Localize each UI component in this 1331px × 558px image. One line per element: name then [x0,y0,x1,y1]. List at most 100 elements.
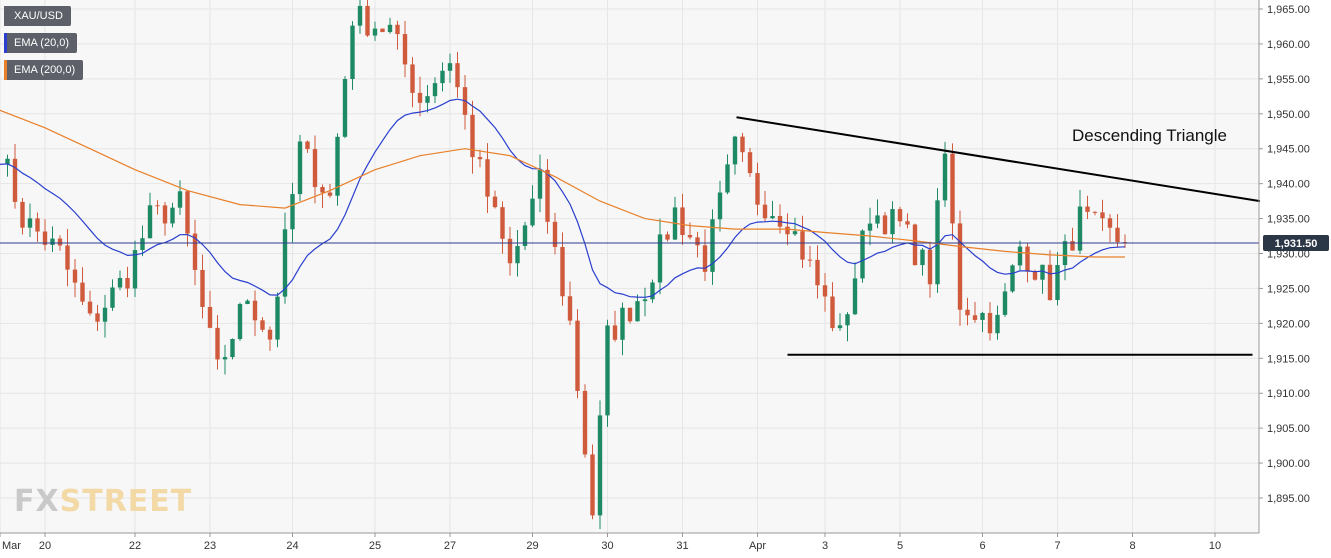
candle [80,267,85,305]
candle [155,200,160,215]
candle [335,133,340,206]
candle [357,0,363,34]
candle [125,266,130,298]
resistance-trendline[interactable] [736,116,1261,203]
candle [597,400,603,530]
candle [245,299,250,305]
candle [1085,195,1090,220]
candle [620,302,625,356]
legend-ema-slow[interactable]: EMA (200,0) [4,60,84,80]
candle [755,162,760,216]
current-price-tag [1263,235,1329,252]
x-tick-label: 25 [369,540,381,552]
candle [305,140,310,153]
x-tick-label: 27 [444,540,456,552]
x-tick-label: 5 [897,540,903,552]
triangle-label: Descending Triangle [1072,126,1227,145]
candle [995,305,1000,340]
candle [140,225,145,257]
candle [800,215,805,269]
candle [552,212,558,255]
candle [222,344,228,375]
candle [792,217,798,236]
candle [1040,264,1045,294]
candle [507,226,513,276]
candle [935,188,940,293]
candle [762,191,768,223]
candle [875,199,880,229]
chart-grid [0,0,1259,533]
candle [470,100,475,174]
fxstreet-logo: FXSTREET [14,484,192,519]
candle [42,219,48,251]
candle [110,279,115,311]
candle [425,85,430,113]
candle [1002,283,1008,317]
candle [200,254,205,319]
candle [1010,264,1015,293]
candle [177,180,183,215]
candle [522,221,528,250]
candle [882,212,888,235]
candle [590,444,595,520]
candle [635,294,640,322]
candle [312,135,318,204]
candle [702,229,708,282]
candle [950,143,955,240]
candle [627,307,633,324]
candle [35,212,40,242]
indicator-lines [0,98,1259,298]
candle [770,200,775,220]
candle [815,245,820,299]
candle [545,159,550,234]
legend-ema-fast[interactable]: EMA (20,0) [4,33,78,53]
candle [117,270,123,291]
candle [485,143,490,213]
candle [275,292,280,348]
candle [1062,234,1068,281]
y-tick-label: 1,920.00 [1267,318,1310,330]
candle [65,228,70,287]
y-tick-label: 1,905.00 [1267,423,1310,435]
candle [695,231,700,258]
candle [1025,243,1030,283]
candle [50,226,55,252]
legend-symbol[interactable]: XAU/USD [4,6,71,26]
candle [320,184,325,209]
candle [1115,214,1120,248]
candle [20,197,25,235]
candle [1047,250,1053,301]
candle [432,77,438,103]
candle [927,241,933,298]
ema-fast-swatch [4,33,7,53]
candle [680,193,685,245]
candle [132,240,138,297]
candle [440,62,445,92]
x-tick-label: Mar [2,540,21,552]
candle [920,248,925,276]
candle [942,141,948,207]
x-tick-label: 22 [129,540,141,552]
candle [260,317,265,332]
candle [455,52,460,98]
candle [342,76,348,139]
candle [410,57,415,108]
candle [1092,211,1098,216]
candle [717,180,723,232]
y-tick-label: 1,965.00 [1267,4,1310,16]
candle [665,231,670,242]
candle [1107,214,1113,243]
y-tick-label: 1,945.00 [1267,144,1310,156]
candle [605,319,610,427]
candle [215,315,220,370]
symbol-swatch [4,6,7,26]
candle [905,213,910,229]
candle [95,305,100,332]
candles-layer [5,0,1128,530]
candle [1055,252,1060,306]
candle [185,190,190,247]
candle [1100,199,1105,231]
candle [710,209,715,285]
